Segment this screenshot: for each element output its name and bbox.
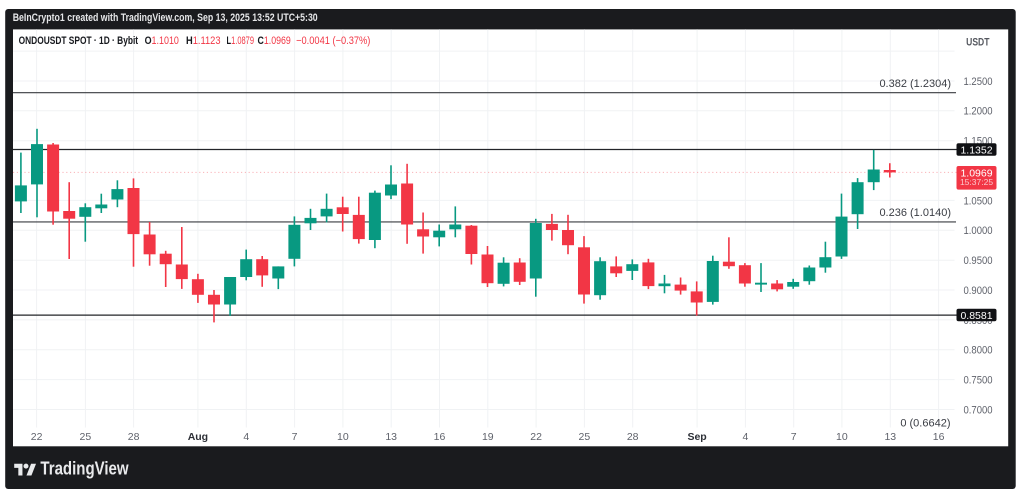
svg-text:−0.0041 (−0.37%): −0.0041 (−0.37%) — [296, 35, 370, 47]
svg-text:15:37:25: 15:37:25 — [960, 177, 993, 187]
svg-text:7: 7 — [791, 431, 797, 443]
svg-text:Sep: Sep — [687, 431, 706, 443]
svg-text:1.0500: 1.0500 — [964, 195, 993, 207]
svg-text:H1.1123: H1.1123 — [186, 35, 221, 47]
svg-text:13: 13 — [385, 431, 397, 443]
svg-text:1.0969: 1.0969 — [960, 167, 992, 179]
svg-text:4: 4 — [742, 431, 748, 443]
svg-text:L1.0879: L1.0879 — [227, 35, 255, 47]
svg-text:1.2500: 1.2500 — [964, 76, 993, 88]
svg-text:10: 10 — [337, 431, 349, 443]
svg-text:0 (0.6642): 0 (0.6642) — [900, 417, 950, 429]
svg-text:0.7000: 0.7000 — [964, 404, 993, 416]
svg-text:4: 4 — [243, 431, 249, 443]
svg-text:0.382 (1.2304): 0.382 (1.2304) — [879, 78, 951, 90]
svg-text:22: 22 — [31, 431, 43, 443]
svg-text:0.8581: 0.8581 — [960, 310, 992, 322]
svg-text:0.236 (1.0140): 0.236 (1.0140) — [879, 207, 951, 219]
svg-text:0.8000: 0.8000 — [964, 345, 993, 357]
svg-text:O1.1010: O1.1010 — [145, 35, 179, 47]
svg-text:USDT: USDT — [966, 37, 990, 49]
svg-text:16: 16 — [933, 431, 945, 443]
svg-text:1.0000: 1.0000 — [964, 225, 993, 237]
svg-text:25: 25 — [579, 431, 591, 443]
svg-text:Aug: Aug — [188, 431, 208, 443]
svg-text:28: 28 — [627, 431, 639, 443]
svg-text:BeInCrypto1 created with Tradi: BeInCrypto1 created with TradingView.com… — [13, 12, 318, 24]
svg-text:16: 16 — [434, 431, 446, 443]
svg-text:10: 10 — [836, 431, 848, 443]
svg-text:ONDOUSDT SPOT · 1D · Bybit: ONDOUSDT SPOT · 1D · Bybit — [19, 35, 139, 47]
svg-text:13: 13 — [884, 431, 896, 443]
svg-text:7: 7 — [292, 431, 298, 443]
svg-text:1.1352: 1.1352 — [960, 144, 992, 156]
svg-text:25: 25 — [80, 431, 92, 443]
svg-text:1.2000: 1.2000 — [964, 106, 993, 118]
svg-text:19: 19 — [482, 431, 494, 443]
svg-text:0.9500: 0.9500 — [964, 255, 993, 267]
svg-text:22: 22 — [530, 431, 542, 443]
svg-text:0.9000: 0.9000 — [964, 285, 993, 297]
svg-text:C1.0969: C1.0969 — [258, 35, 291, 47]
svg-text:28: 28 — [128, 431, 140, 443]
svg-text:0.7500: 0.7500 — [964, 375, 993, 387]
svg-text:TradingView: TradingView — [40, 458, 129, 479]
